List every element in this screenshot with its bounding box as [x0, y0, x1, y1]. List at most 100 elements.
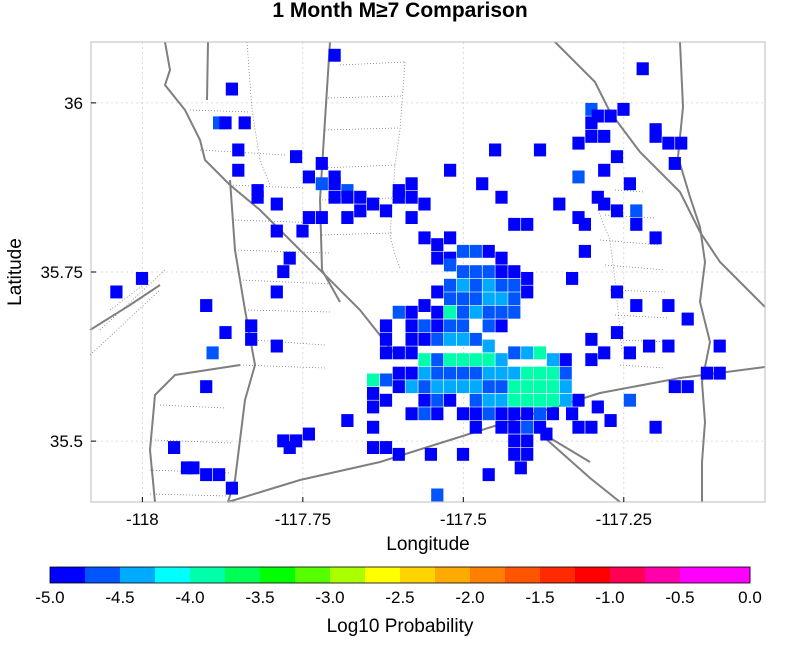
heatmap-cell [405, 190, 418, 204]
fault-line-dotted [244, 309, 331, 313]
heatmap-cell [225, 481, 238, 495]
colorbar-swatch [400, 567, 436, 583]
heatmap-cell [456, 265, 470, 279]
heatmap-cell [232, 163, 245, 177]
colorbar-frame [49, 566, 751, 584]
heatmap-cell [328, 177, 341, 191]
fault-line-dotted [251, 339, 326, 346]
heatmap-cell [200, 380, 213, 394]
heatmap-cell [444, 163, 457, 177]
heatmap-cell [495, 380, 508, 394]
heatmap-cell [533, 407, 547, 421]
heatmap-cell [341, 414, 354, 427]
heatmap-cell [431, 353, 444, 367]
heatmap-cell [649, 231, 662, 245]
colorbar-swatch [120, 567, 156, 583]
heatmap-cell [508, 346, 521, 360]
heatmap-cell [610, 285, 624, 299]
heatmap-cell [270, 285, 283, 299]
heatmap-cell [367, 400, 380, 414]
heatmap-cell [566, 407, 579, 421]
heatmap-cell [431, 285, 444, 299]
colorbar [49, 566, 751, 584]
heatmap-cell [469, 366, 482, 380]
colorbar-tick-label: -1.5 [525, 588, 554, 607]
heatmap-cell [508, 366, 521, 380]
fault-line-dotted [614, 189, 646, 193]
heatmap-cell [302, 211, 315, 224]
x-tick-label: -117.75 [275, 510, 331, 529]
heatmap-cell [521, 272, 534, 285]
heatmap-cell [559, 353, 572, 367]
heatmap-cell [482, 244, 495, 258]
heatmap-cell [495, 265, 508, 279]
fault-lines [89, 41, 766, 503]
heatmap-cell [630, 204, 643, 218]
heatmap-cell [630, 299, 643, 312]
heatmap-cell [379, 441, 393, 454]
y-axis-ticks: 36 35.75 35.5 [40, 94, 96, 451]
fault-line [318, 41, 341, 303]
heatmap-cell [418, 299, 431, 312]
heatmap-cell [469, 244, 482, 258]
fault-line-dotted [339, 61, 406, 66]
heatmap-cell [456, 305, 470, 319]
colorbar-swatch [225, 567, 261, 583]
heatmap-cell [495, 420, 508, 434]
heatmap-cell [713, 339, 726, 353]
heatmap-cell [482, 380, 495, 394]
heatmap-cell [482, 353, 495, 367]
heatmap-cell [456, 319, 470, 333]
heatmap-cell [482, 319, 495, 333]
heatmap-cell [521, 447, 534, 461]
heatmap-cell [444, 393, 457, 407]
colorbar-swatch [540, 567, 576, 583]
heatmap-cell [668, 380, 681, 394]
grid-lines [91, 42, 765, 502]
heatmap-cell [418, 366, 431, 380]
heatmap-cell [630, 217, 643, 231]
heatmap-cell [418, 393, 431, 407]
colorbar-swatch [645, 567, 681, 583]
heatmap-cell [495, 278, 508, 292]
heatmap-cell [367, 420, 380, 434]
heatmap-cell [405, 305, 418, 319]
heatmap-cell [444, 292, 457, 306]
heatmap-cell [700, 366, 713, 380]
heatmap-cell [508, 447, 521, 461]
heatmap-cell [405, 332, 418, 346]
heatmap-cell [290, 150, 303, 164]
heatmap-cell [277, 265, 290, 279]
heatmap-cell [540, 427, 553, 441]
colorbar-swatch [610, 567, 646, 583]
heatmap-cell [392, 380, 405, 394]
colorbar-swatch [575, 567, 611, 583]
heatmap-cell [232, 143, 245, 157]
heatmap-cell [456, 380, 470, 394]
heatmap-cell [604, 109, 617, 123]
heatmap-cell [213, 468, 226, 482]
heatmap-cell [456, 353, 470, 367]
heatmap-cell [508, 434, 521, 448]
y-axis-label: Latitude [5, 238, 26, 306]
heatmap-cell [508, 305, 521, 319]
heatmap-cell [110, 285, 123, 299]
heatmap-cell [546, 380, 559, 394]
heatmap-cell [675, 136, 688, 150]
heatmap-cell [508, 278, 521, 292]
heatmap-cell [469, 420, 482, 434]
colorbar-swatch [505, 567, 541, 583]
heatmap-cell [636, 62, 649, 76]
heatmap-cell [200, 468, 213, 482]
heatmap-cell [610, 326, 624, 339]
fault-line-dotted [154, 439, 233, 444]
heatmap-cell [341, 190, 354, 204]
heatmap-cell [578, 217, 591, 231]
heatmap-cell [405, 211, 418, 224]
heatmap-cell [514, 461, 527, 475]
heatmap-cell [508, 407, 521, 421]
heatmap-cell [456, 366, 470, 380]
heatmap-cell [245, 332, 258, 346]
heatmap-cell [623, 346, 636, 360]
